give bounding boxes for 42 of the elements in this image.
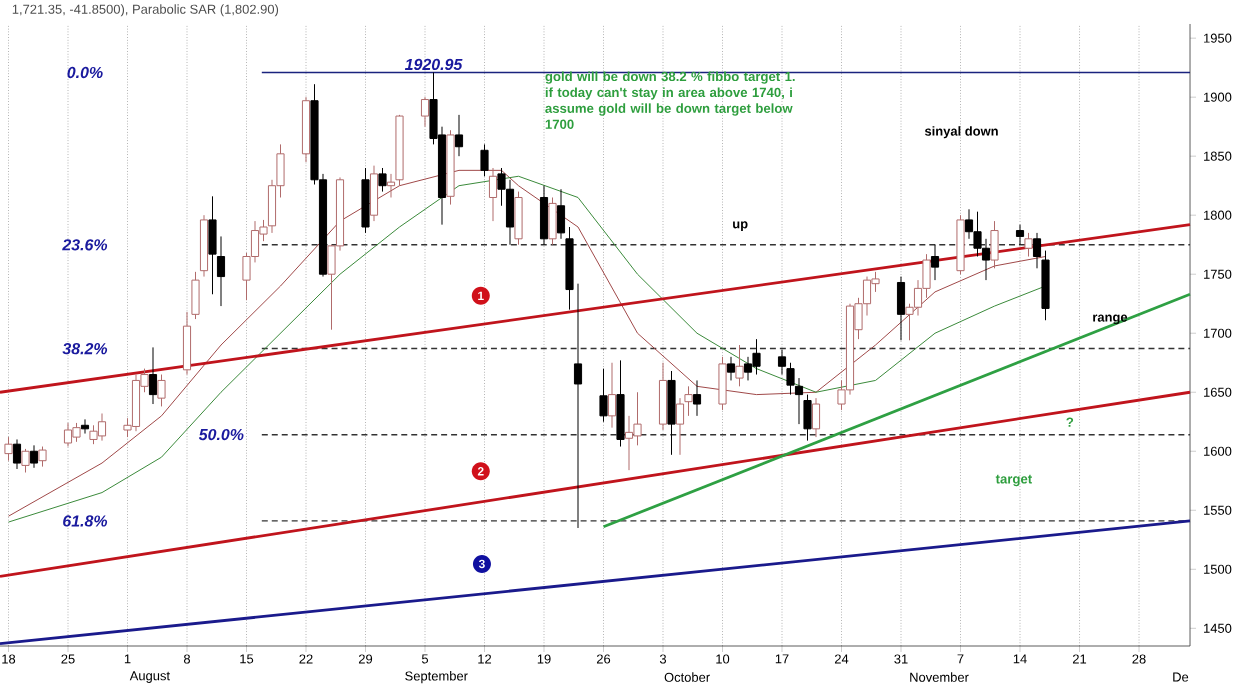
candlestick (420, 96, 430, 128)
candlestick (930, 244, 940, 281)
candlestick (505, 179, 515, 246)
candlestick (548, 196, 557, 246)
candlestick (378, 167, 387, 193)
candlestick (97, 412, 107, 442)
candlestick (599, 368, 608, 423)
candlestick (811, 397, 821, 438)
candlestick (480, 143, 489, 177)
candlestick (72, 422, 81, 443)
candlestick (726, 356, 736, 381)
candlestick (752, 338, 761, 376)
candlestick (692, 379, 702, 417)
candlestick (29, 444, 39, 469)
candlestick (514, 191, 523, 246)
candlestick (675, 397, 685, 456)
candlestick (21, 448, 30, 473)
candlestick (148, 346, 158, 405)
candlestick (63, 422, 73, 448)
candlestick (658, 362, 668, 431)
candlestick (981, 238, 991, 281)
candlestick (1015, 224, 1025, 246)
candlestick (1024, 232, 1033, 258)
candlestick (4, 436, 13, 462)
candlestick (624, 415, 634, 471)
candlestick (735, 344, 744, 387)
candlestick (743, 356, 753, 381)
candlestick (454, 114, 464, 157)
candlestick (131, 374, 141, 432)
candlestick (667, 370, 676, 456)
candlestick (539, 185, 549, 246)
candlestick (157, 374, 166, 407)
candlestick (488, 167, 498, 222)
candlestick (718, 356, 727, 411)
candlestick (990, 220, 999, 269)
candlestick (369, 165, 379, 222)
candlestick (361, 167, 370, 234)
candlestick (896, 276, 906, 341)
candlestick (607, 362, 617, 429)
candlestick (12, 438, 22, 470)
candlestick (38, 446, 47, 468)
candlestick (616, 359, 625, 448)
